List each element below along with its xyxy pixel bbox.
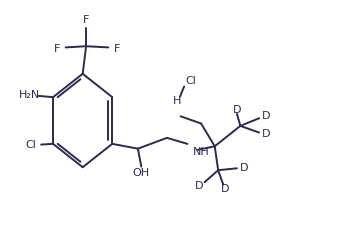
Text: H₂N: H₂N — [19, 90, 40, 100]
Text: Cl: Cl — [186, 76, 197, 86]
Text: OH: OH — [133, 167, 150, 178]
Text: D: D — [233, 105, 241, 115]
Text: F: F — [83, 15, 89, 25]
Text: D: D — [239, 163, 248, 173]
Text: D: D — [221, 184, 229, 194]
Text: D: D — [195, 181, 204, 191]
Text: D: D — [262, 129, 270, 139]
Text: H: H — [173, 96, 181, 106]
Text: Cl: Cl — [25, 140, 36, 150]
Text: F: F — [54, 44, 60, 54]
Text: NH: NH — [192, 147, 209, 157]
Text: D: D — [262, 111, 270, 121]
Text: F: F — [114, 44, 120, 54]
